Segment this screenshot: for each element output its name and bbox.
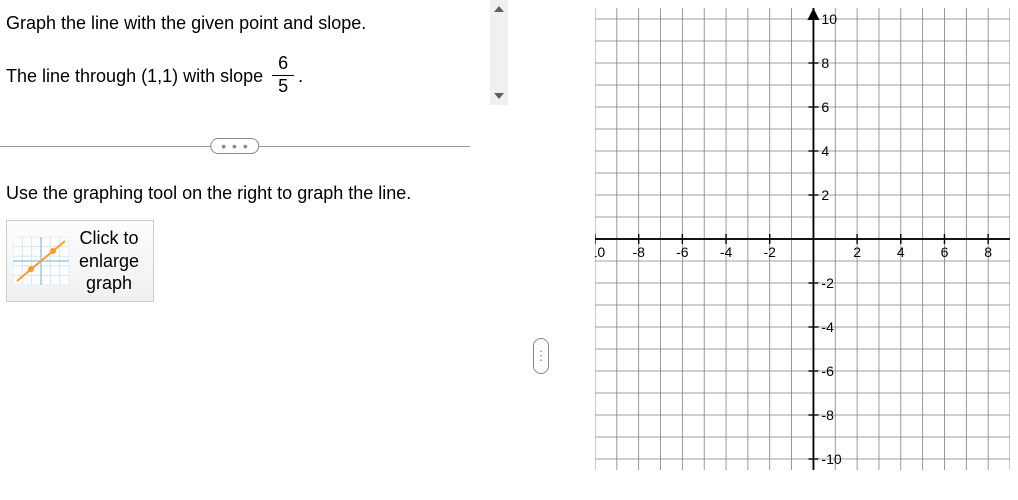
left-scrollbar[interactable] — [490, 0, 508, 105]
svg-text:-8: -8 — [821, 407, 834, 423]
instruction-text: Use the graphing tool on the right to gr… — [0, 183, 470, 220]
svg-text:-10: -10 — [821, 451, 841, 467]
slope-fraction: 65 — [272, 53, 294, 97]
svg-text:2: 2 — [821, 187, 829, 203]
enlarge-label-2: enlarge — [79, 250, 139, 273]
svg-text:6: 6 — [821, 99, 829, 115]
section-divider: • • • — [0, 131, 470, 161]
scroll-down-icon[interactable] — [490, 87, 508, 105]
svg-text:4: 4 — [897, 244, 905, 260]
enlarge-graph-icon — [13, 237, 69, 285]
cartesian-grid[interactable]: -10 -8 -6 -4 -2 2 4 6 8 -10 -8 -6 -4 -2 2 4 6 8 10 — [595, 8, 1010, 470]
svg-text:-10: -10 — [595, 244, 605, 260]
expand-pill[interactable]: • • • — [210, 138, 259, 154]
enlarge-label: Click to enlarge graph — [79, 227, 139, 295]
enlarge-label-3: graph — [79, 272, 139, 295]
fraction-numerator: 6 — [272, 53, 294, 76]
svg-text:-4: -4 — [720, 244, 733, 260]
problem-prefix: The line through (1,1) with slope — [6, 66, 268, 86]
svg-text:6: 6 — [941, 244, 949, 260]
problem-line1: Graph the line with the given point and … — [6, 10, 470, 37]
svg-text:-2: -2 — [821, 275, 834, 291]
svg-text:8: 8 — [984, 244, 992, 260]
vertical-dots-icon: ⋮ — [535, 348, 548, 364]
problem-line2: The line through (1,1) with slope 65. — [6, 55, 470, 99]
svg-text:4: 4 — [821, 143, 829, 159]
svg-text:-8: -8 — [632, 244, 645, 260]
svg-text:8: 8 — [821, 55, 829, 71]
graph-area[interactable]: -10 -8 -6 -4 -2 2 4 6 8 -10 -8 -6 -4 -2 2 4 6 8 10 — [595, 8, 1010, 488]
svg-text:2: 2 — [853, 244, 861, 260]
problem-suffix: . — [298, 66, 303, 86]
svg-text:-2: -2 — [764, 244, 777, 260]
svg-text:-4: -4 — [821, 319, 834, 335]
enlarge-label-1: Click to — [79, 227, 139, 250]
enlarge-graph-button[interactable]: Click to enlarge graph — [6, 220, 154, 302]
svg-text:-6: -6 — [676, 244, 689, 260]
scroll-up-icon[interactable] — [490, 0, 508, 18]
vertical-expand-pill[interactable]: ⋮ — [533, 338, 549, 374]
svg-text:-6: -6 — [821, 363, 834, 379]
svg-text:10: 10 — [821, 11, 837, 27]
fraction-denominator: 5 — [272, 76, 294, 98]
